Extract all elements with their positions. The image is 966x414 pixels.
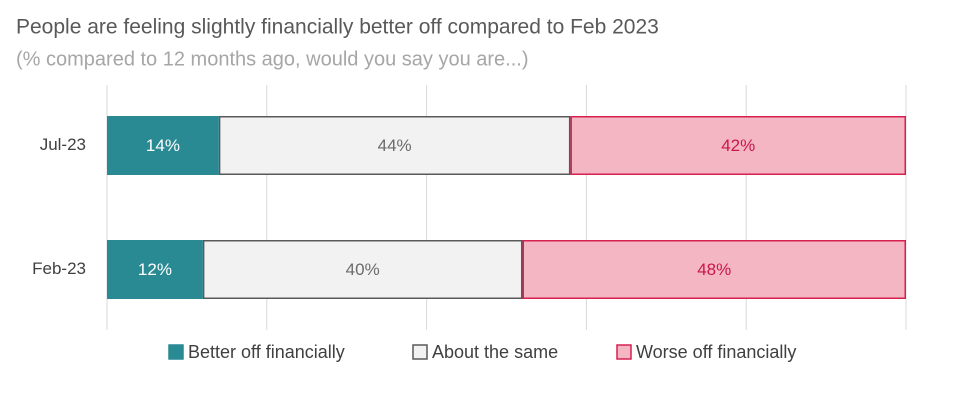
bar-segment — [107, 240, 203, 299]
legend-label: Better off financially — [188, 342, 345, 362]
chart-title: People are feeling slightly financially … — [16, 16, 659, 39]
value-label: 14% — [146, 136, 180, 155]
bar-segment — [570, 116, 906, 175]
legend-swatch — [616, 344, 632, 360]
value-label: 44% — [378, 136, 412, 155]
bar-segment — [107, 116, 219, 175]
bar-segment — [202, 240, 523, 299]
y-tick-label: Jul-23 — [40, 135, 86, 154]
chart-subtitle: (% compared to 12 months ago, would you … — [16, 48, 529, 70]
value-label: 42% — [721, 136, 755, 155]
bar-segment — [522, 240, 906, 299]
legend-swatch — [412, 344, 428, 360]
value-label: 48% — [697, 260, 731, 279]
legend-label: About the same — [432, 342, 558, 362]
y-tick-label: Feb-23 — [32, 259, 86, 278]
legend-swatch — [168, 344, 184, 360]
value-label: 40% — [346, 260, 380, 279]
legend-label: Worse off financially — [636, 342, 796, 362]
bar-segment — [218, 116, 571, 175]
value-label: 12% — [138, 260, 172, 279]
